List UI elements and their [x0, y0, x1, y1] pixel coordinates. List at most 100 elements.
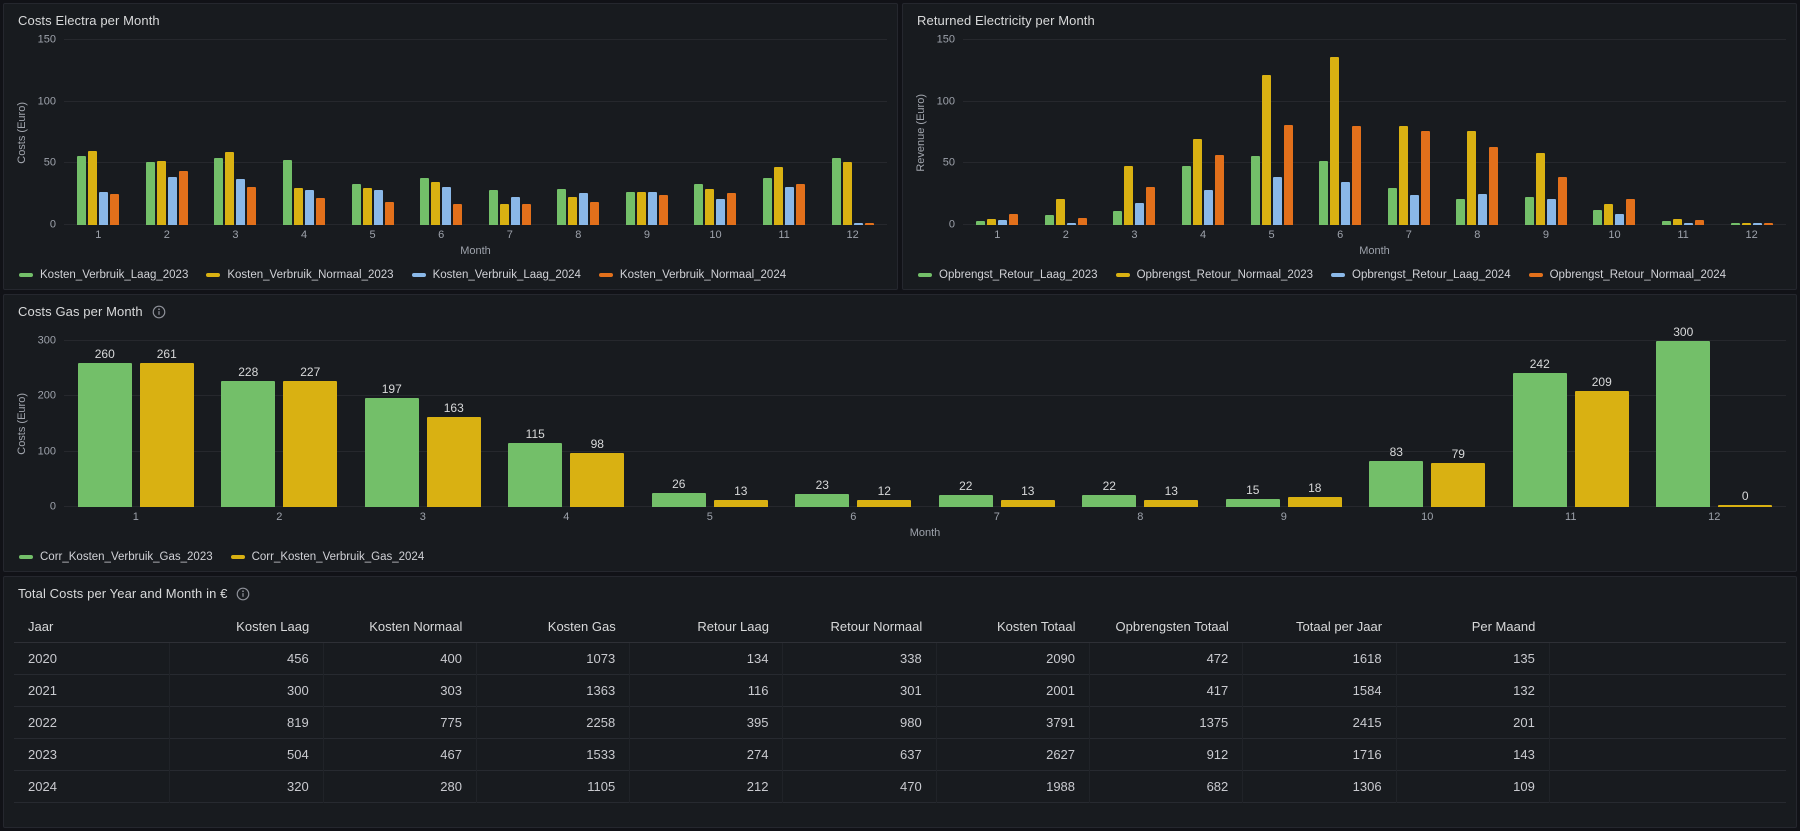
y-axis-title: Costs (Euro) [14, 341, 30, 507]
bar: 261 [140, 363, 194, 507]
bar-group: 8379 [1356, 341, 1500, 507]
bar [511, 197, 520, 225]
x-tick-label: 6 [1306, 229, 1375, 241]
legend-item[interactable]: Opbrengst_Retour_Laag_2024 [1331, 269, 1511, 281]
bar [659, 195, 668, 225]
bar-value-label: 98 [591, 438, 604, 450]
column-header[interactable]: Per Maand [1396, 611, 1549, 643]
bar-group [64, 40, 133, 225]
panel-title[interactable]: Returned Electricity per Month [917, 13, 1095, 28]
legend: Kosten_Verbruik_Laag_2023 Kosten_Verbruik… [14, 261, 887, 281]
bar: 13 [714, 500, 768, 507]
bar-group [750, 40, 819, 225]
bar-group [963, 40, 1032, 225]
bar [431, 182, 440, 225]
bar: 18 [1288, 497, 1342, 507]
bar [1764, 223, 1773, 225]
y-tick-label: 200 [38, 391, 56, 402]
bar [1330, 57, 1339, 225]
bar-group [1512, 40, 1581, 225]
bar: 79 [1431, 463, 1485, 507]
bar-value-label: 228 [238, 366, 258, 378]
bar [214, 158, 223, 225]
x-tick-label: 2 [208, 511, 352, 523]
column-header[interactable]: Kosten Totaal [936, 611, 1089, 643]
y-tick-label: 0 [50, 220, 56, 231]
value-cell: 504 [170, 739, 323, 771]
bar [420, 178, 429, 225]
year-cell: 2022 [14, 707, 170, 739]
x-tick-label: 2 [133, 229, 202, 241]
legend-label: Opbrengst_Retour_Laag_2023 [939, 269, 1098, 281]
bar-group [544, 40, 613, 225]
bar [236, 179, 245, 225]
bar-group [407, 40, 476, 225]
info-icon[interactable] [236, 587, 250, 601]
bar-group [818, 40, 887, 225]
bar-value-label: 13 [1165, 485, 1178, 497]
x-tick-label: 7 [475, 229, 544, 241]
info-icon[interactable] [152, 305, 166, 319]
legend-item[interactable]: Corr_Kosten_Verbruik_Gas_2023 [19, 551, 213, 563]
bar [694, 184, 703, 225]
value-cell: 472 [1090, 643, 1243, 675]
x-tick-label: 9 [1212, 511, 1356, 523]
bar-group [1237, 40, 1306, 225]
value-cell: 1988 [936, 771, 1089, 803]
legend-swatch [206, 273, 220, 277]
y-axis-ticks: 0100200300 [30, 341, 64, 507]
legend-item[interactable]: Opbrengst_Retour_Normaal_2023 [1116, 269, 1313, 281]
x-tick-label: 11 [1499, 511, 1643, 523]
filler-cell [1549, 771, 1786, 803]
bar [568, 197, 577, 225]
value-cell: 1533 [476, 739, 629, 771]
column-header[interactable]: Retour Laag [630, 611, 783, 643]
y-tick-label: 100 [38, 96, 56, 107]
value-cell: 201 [1396, 707, 1549, 739]
legend-item[interactable]: Corr_Kosten_Verbruik_Gas_2024 [231, 551, 425, 563]
column-header[interactable]: Opbrengsten Totaal [1090, 611, 1243, 643]
bar-group [201, 40, 270, 225]
column-header[interactable]: Retour Normaal [783, 611, 936, 643]
value-cell: 320 [170, 771, 323, 803]
legend-item[interactable]: Kosten_Verbruik_Laag_2024 [412, 269, 581, 281]
x-tick-label: 6 [407, 229, 476, 241]
x-tick-label: 10 [1580, 229, 1649, 241]
column-header[interactable]: Kosten Laag [170, 611, 323, 643]
legend-item[interactable]: Kosten_Verbruik_Normaal_2024 [599, 269, 786, 281]
bar [1673, 219, 1682, 225]
plot-area [64, 40, 887, 225]
bar [648, 192, 657, 225]
bar [1078, 218, 1087, 225]
column-header[interactable]: Jaar [14, 611, 170, 643]
column-header[interactable]: Kosten Gas [476, 611, 629, 643]
column-header[interactable]: Totaal per Jaar [1243, 611, 1396, 643]
panel-total-costs: Total Costs per Year and Month in € Jaar… [3, 576, 1797, 828]
y-tick-label: 100 [937, 96, 955, 107]
column-header[interactable]: Kosten Normaal [323, 611, 476, 643]
bar [489, 190, 498, 225]
bar-groups [64, 40, 887, 225]
year-cell: 2020 [14, 643, 170, 675]
panel-title[interactable]: Costs Gas per Month [18, 304, 143, 319]
panel-title[interactable]: Total Costs per Year and Month in € [18, 586, 227, 601]
bar-group: 1518 [1212, 341, 1356, 507]
value-cell: 467 [323, 739, 476, 771]
bar: 209 [1575, 391, 1629, 507]
legend-item[interactable]: Opbrengst_Retour_Normaal_2024 [1529, 269, 1726, 281]
x-tick-label: 12 [1643, 511, 1787, 523]
bar-value-label: 163 [444, 402, 464, 414]
value-cell: 912 [1090, 739, 1243, 771]
legend-item[interactable]: Opbrengst_Retour_Laag_2023 [918, 269, 1098, 281]
bar [453, 204, 462, 225]
panel-returned-electricity: Returned Electricity per Month Revenue (… [902, 3, 1797, 290]
dashboard-top-row: Costs Electra per Month Costs (Euro) 050… [3, 3, 1797, 290]
legend-item[interactable]: Kosten_Verbruik_Laag_2023 [19, 269, 188, 281]
table-head: JaarKosten LaagKosten NormaalKosten GasR… [14, 611, 1786, 643]
panel-title[interactable]: Costs Electra per Month [18, 13, 160, 28]
legend-item[interactable]: Kosten_Verbruik_Normaal_2023 [206, 269, 393, 281]
bar [1204, 190, 1213, 225]
totals-table: JaarKosten LaagKosten NormaalKosten GasR… [14, 611, 1786, 803]
bar [157, 161, 166, 225]
chart-area: Revenue (Euro) 050100150 123456789101112… [913, 30, 1786, 281]
